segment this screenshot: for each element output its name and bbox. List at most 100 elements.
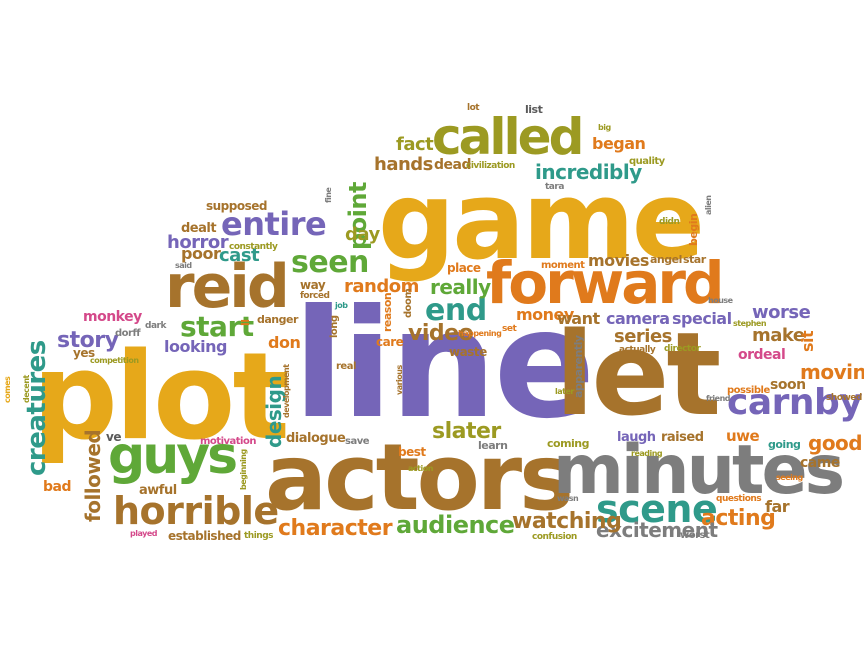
word-reading: reading <box>631 449 663 458</box>
word-excitement: excitement <box>596 518 718 542</box>
word-worse: worse <box>752 302 811 323</box>
word-fact: fact <box>396 134 434 155</box>
word-plot: plot <box>32 328 290 467</box>
word-worst: worst <box>680 530 710 541</box>
word-save: save <box>345 436 370 447</box>
word-apparently: apparently <box>572 335 585 398</box>
word-guys: guys <box>108 426 238 486</box>
word-possible: possible <box>727 385 770 396</box>
word-slater: slater <box>432 419 501 444</box>
word-didn: didn <box>659 217 680 227</box>
word-cast: cast <box>219 245 260 266</box>
word-game: game <box>378 159 705 284</box>
word-acting: acting <box>701 506 776 531</box>
word-hands: hands <box>374 154 433 175</box>
word-comes: comes <box>3 376 12 403</box>
word-competition: competition <box>90 356 139 365</box>
word-awful: awful <box>139 483 177 498</box>
word-laugh: laugh <box>617 430 656 445</box>
word-dark: dark <box>145 321 166 331</box>
word-happening: happening <box>458 329 502 338</box>
word-end: end <box>425 293 487 328</box>
word-going: going <box>768 438 801 451</box>
word-showed: showed <box>826 393 862 403</box>
word-yes: yes <box>73 346 95 360</box>
word-watching: watching <box>512 509 622 534</box>
word-soon: soon <box>770 377 806 393</box>
word-list: list <box>525 103 543 116</box>
word-dead: dead <box>434 157 472 173</box>
word-seen: seen <box>291 245 369 280</box>
word-poor: poor <box>181 244 221 263</box>
word-audience: audience <box>396 511 515 539</box>
word-stephen: stephen <box>733 319 767 328</box>
word-dealt: dealt <box>181 221 217 236</box>
word-played: played <box>130 529 158 538</box>
word-forward: forward <box>486 249 725 317</box>
word-camera: camera <box>606 309 670 328</box>
word-questions: questions <box>716 494 762 504</box>
word-reid: reid <box>165 252 290 322</box>
word-later: later <box>555 387 574 396</box>
word-make: make <box>752 325 805 346</box>
word-civilization: civilization <box>466 161 515 171</box>
word-star: star <box>683 253 706 266</box>
word-dialogue: dialogue <box>286 431 346 446</box>
word-beginning: beginning <box>239 449 248 490</box>
word-line: line <box>293 278 595 452</box>
word-development: development <box>282 364 291 418</box>
word-scene: scene <box>596 487 718 531</box>
word-coming: coming <box>547 437 590 450</box>
word-uwe: uwe <box>726 427 760 445</box>
word-lot: lot <box>467 103 480 113</box>
word-creatures: creatures <box>22 340 52 476</box>
word-various: various <box>395 365 404 395</box>
word-sit: sit <box>798 330 817 352</box>
word-start: start <box>180 310 254 343</box>
word-really: really <box>430 275 491 299</box>
word-way: way <box>300 278 326 292</box>
word-let: let <box>555 308 721 442</box>
word-reason: reason <box>381 292 394 332</box>
word-actors: actors <box>265 424 574 531</box>
word-random: random <box>344 276 419 297</box>
word-big: big <box>598 123 611 132</box>
word-carnby: carnby <box>727 382 863 423</box>
word-ordeal: ordeal <box>738 347 786 363</box>
word-movies: movies <box>588 251 649 270</box>
word-special: special <box>672 309 732 328</box>
word-wasn: wasn <box>557 494 579 503</box>
word-best: best <box>398 445 426 459</box>
word-video: video <box>408 321 474 346</box>
word-danger: danger <box>257 313 298 326</box>
word-motivation: motivation <box>200 436 256 447</box>
word-incredibly: incredibly <box>535 160 642 184</box>
word-real: real <box>336 361 356 372</box>
word-job: job <box>335 301 348 310</box>
word-design: design <box>262 375 286 448</box>
word-said: said <box>175 261 192 270</box>
word-actually: actually <box>619 345 656 355</box>
word-established: established <box>168 529 241 543</box>
word-good: good <box>808 431 863 455</box>
word-forced: forced <box>300 291 330 301</box>
word-constantly: constantly <box>229 242 278 252</box>
word-bad: bad <box>43 479 72 495</box>
word-entire: entire <box>221 205 327 243</box>
word-tara: tara <box>545 182 564 192</box>
word-waste: waste <box>449 345 487 359</box>
word-dorff: dorff <box>115 328 141 339</box>
word-seeing: seeing <box>776 473 803 482</box>
word-friend: friend <box>706 394 731 403</box>
word-series: series <box>614 326 672 347</box>
word-don: don <box>268 333 301 352</box>
word-doom: doom <box>403 288 414 318</box>
word-care: care <box>376 335 404 349</box>
word-long: long <box>329 315 340 338</box>
word-came: came <box>800 455 840 471</box>
word-far: far <box>765 497 790 516</box>
word-quality: quality <box>629 156 665 167</box>
word-alien: alien <box>704 195 713 215</box>
